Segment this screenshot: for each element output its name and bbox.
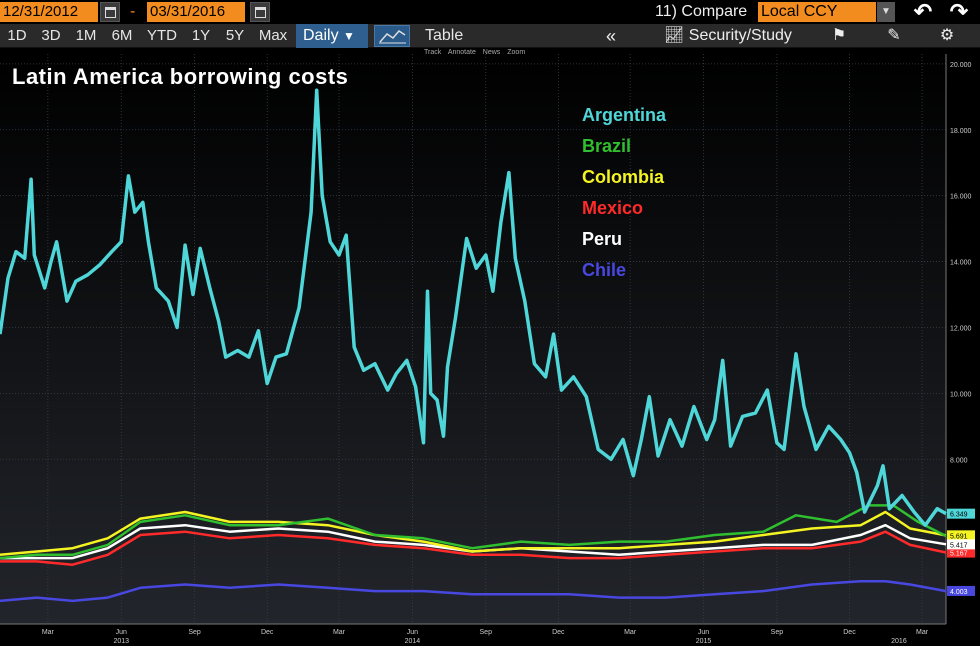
legend-item-peru: Peru: [582, 229, 623, 249]
end-calendar-icon[interactable]: [250, 2, 270, 22]
legend: Argentina Brazil Colombia Mexico Peru Chile: [582, 104, 666, 290]
line-chart-button[interactable]: [374, 25, 410, 47]
legend-item-colombia: Colombia: [582, 167, 665, 187]
zoom-tool[interactable]: Zoom: [507, 49, 526, 56]
collapse-icon[interactable]: «: [606, 26, 617, 46]
security-study-label: Security/Study: [688, 27, 792, 44]
series-line-colombia: [0, 510, 947, 557]
security-study-button[interactable]: 📈︎ Security/Study: [664, 24, 792, 48]
series-line-brazil: [0, 504, 947, 560]
x-year-label: 2013: [113, 638, 129, 645]
x-tick-label: Jun: [698, 629, 709, 636]
x-tick-label: Jun: [407, 629, 418, 636]
x-year-label: 2016: [891, 638, 907, 645]
y-tick-label: 20.000: [950, 62, 972, 69]
x-tick-label: Mar: [624, 629, 637, 636]
table-button[interactable]: Table: [425, 27, 464, 44]
period-1y[interactable]: 1Y: [191, 27, 211, 44]
end-date-field[interactable]: 03/31/2016: [147, 2, 245, 22]
period-3d[interactable]: 3D: [41, 27, 61, 44]
x-tick-label: Dec: [843, 629, 856, 636]
last-value-tag-mexico: [947, 547, 975, 558]
last-value-tag-peru: [947, 539, 975, 550]
last-value-label: 6.349: [950, 512, 968, 519]
study-chart-icon: 📈︎: [664, 27, 685, 44]
y-tick-label: 10.000: [950, 391, 972, 398]
period-1d[interactable]: 1D: [7, 27, 27, 44]
x-tick-label: Dec: [552, 629, 565, 636]
flag-icon[interactable]: ⚑: [831, 27, 847, 44]
period-toolbar: 1D 3D 1M 6M YTD 1Y 5Y Max Daily ▼ Table …: [0, 24, 980, 48]
x-tick-label: Jun: [116, 629, 127, 636]
frequency-select[interactable]: Daily ▼: [296, 24, 368, 48]
last-value-label: 5.417: [950, 542, 968, 549]
series-line-argentina: [0, 88, 947, 527]
last-value-label: 4.003: [950, 589, 968, 596]
period-max[interactable]: Max: [258, 27, 288, 44]
x-tick-label: Mar: [916, 629, 929, 636]
x-year-label: 2014: [405, 638, 421, 645]
legend-item-brazil: Brazil: [582, 136, 632, 156]
line-chart-icon: [379, 30, 406, 44]
x-tick-label: Sep: [480, 629, 493, 636]
period-6m[interactable]: 6M: [111, 27, 133, 44]
period-ytd[interactable]: YTD: [147, 27, 177, 44]
compare-label[interactable]: 11) Compare: [655, 3, 748, 20]
frequency-dropdown-icon: ▼: [343, 29, 355, 43]
frequency-label: Daily: [303, 27, 339, 44]
undo-icon[interactable]: ↶: [913, 0, 933, 24]
currency-select[interactable]: Local CCY: [758, 2, 876, 22]
series-line-chile: [0, 579, 947, 603]
x-tick-label: Mar: [42, 629, 55, 636]
currency-dropdown-icon[interactable]: ▼: [877, 2, 895, 22]
track-tool[interactable]: Track: [424, 49, 442, 56]
chart-area: 20.000 18.000 16.000 14.000 12.000 10.000 8.00…: [0, 48, 980, 646]
x-tick-label: Mar: [333, 629, 346, 636]
edit-icon[interactable]: ✎: [887, 27, 901, 44]
last-value-tag-chile: [947, 585, 975, 596]
series-line-mexico: [0, 530, 947, 566]
annotate-tool[interactable]: Annotate: [447, 49, 476, 56]
y-tick-label: 8.000: [950, 457, 968, 464]
last-value-tag-argentina: [947, 508, 975, 519]
x-tick-label: Sep: [771, 629, 784, 636]
top-bar: 12/31/2012 - 03/31/2016 11) Compare Loca…: [0, 0, 980, 24]
x-year-label: 2015: [696, 638, 712, 645]
start-calendar-icon[interactable]: [100, 2, 120, 22]
legend-item-chile: Chile: [582, 260, 627, 280]
redo-icon[interactable]: ↷: [949, 0, 969, 24]
date-separator: -: [130, 3, 136, 20]
last-value-label: 5.167: [950, 551, 968, 558]
last-value-tag-colombia: [947, 530, 975, 541]
last-value-label: 5.691: [950, 533, 968, 540]
chart-svg: 20.000 18.000 16.000 14.000 12.000 10.000 8.00…: [0, 48, 980, 646]
y-tick-label: 14.000: [950, 260, 972, 267]
x-tick-label: Dec: [261, 629, 274, 636]
legend-item-mexico: Mexico: [582, 198, 644, 218]
legend-item-argentina: Argentina: [582, 105, 667, 125]
y-tick-label: 12.000: [950, 325, 972, 332]
y-tick-label: 16.000: [950, 194, 972, 201]
start-date-field[interactable]: 12/31/2012: [0, 2, 98, 22]
chart-title: Latin America borrowing costs: [12, 64, 349, 89]
plot-area: [0, 54, 946, 624]
chart-mini-tools: Track Annotate News Zoom: [424, 49, 530, 56]
y-tick-label: 18.000: [950, 128, 972, 135]
period-5y[interactable]: 5Y: [225, 27, 245, 44]
gear-icon[interactable]: ⚙: [939, 27, 955, 44]
x-tick-label: Sep: [188, 629, 201, 636]
period-1m[interactable]: 1M: [75, 27, 97, 44]
news-tool[interactable]: News: [482, 49, 501, 56]
